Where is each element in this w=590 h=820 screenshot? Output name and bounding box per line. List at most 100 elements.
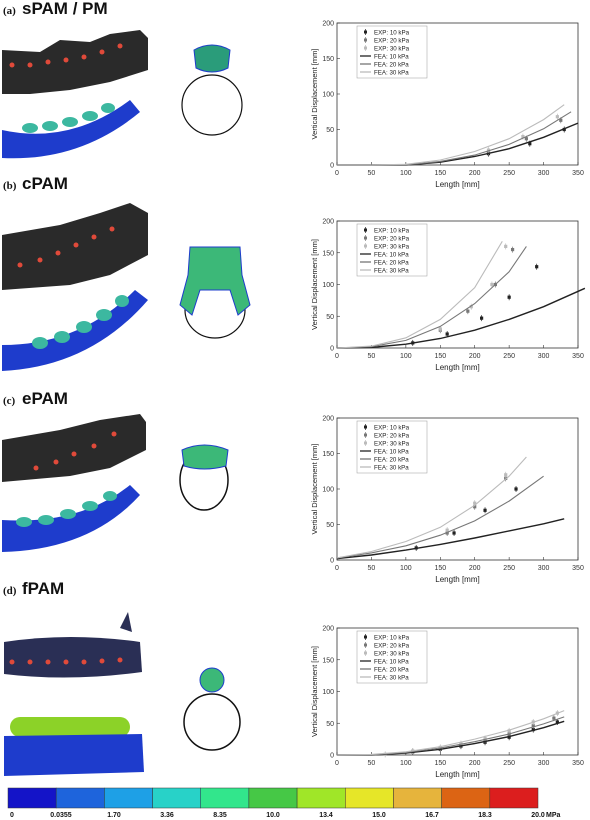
x-tick-label: 150 — [434, 353, 446, 360]
cross-section-ring — [181, 74, 243, 136]
fea-stress-bulges — [32, 295, 129, 349]
y-tick-label: 50 — [326, 314, 334, 321]
panel-tag: (d) — [3, 585, 17, 597]
legend-label: FEA: 10 kPa — [374, 251, 409, 258]
cross-section-chamber — [199, 667, 225, 693]
legend-label: EXP: 10 kPa — [374, 634, 410, 641]
y-tick-label: 50 — [326, 127, 334, 134]
marker-dots — [9, 43, 123, 68]
x-axis-label: Length [mm] — [435, 180, 479, 189]
x-tick-label: 200 — [469, 353, 481, 360]
colorbar-swatch — [248, 787, 298, 809]
legend-label: FEA: 30 kPa — [374, 674, 409, 681]
colorbar-swatch — [441, 787, 491, 809]
data-point — [469, 305, 473, 309]
y-tick-label: 100 — [322, 487, 334, 494]
legend-label: EXP: 30 kPa — [374, 45, 410, 52]
y-axis-label: Vertical Displacement [mm] — [310, 239, 319, 330]
panel-title: ePAM — [22, 389, 68, 408]
x-tick-label: 0 — [335, 353, 339, 360]
y-tick-label: 0 — [330, 753, 334, 760]
y-tick-label: 0 — [330, 346, 334, 353]
panel-c: (c) ePAM 0 50 100 150 200 250 300 350 0 50 100 150 2… — [0, 389, 590, 590]
x-tick-label: 50 — [368, 170, 376, 177]
x-tick-label: 300 — [538, 170, 550, 177]
chart-d: 0 50 100 150 200 250 300 350 0 50 100 150 200 Length … — [310, 626, 584, 780]
x-tick-label: 250 — [503, 760, 515, 767]
legend-label: EXP: 20 kPa — [374, 235, 410, 242]
legend-label: EXP: 30 kPa — [374, 650, 410, 657]
fea-bent-model — [2, 100, 140, 159]
colorbar-swatch — [393, 787, 442, 809]
data-point — [555, 720, 559, 724]
legend-swatch — [364, 228, 367, 232]
colorbar-unit: MPa — [546, 812, 561, 819]
x-tick-label: 300 — [538, 760, 550, 767]
legend-label: EXP: 10 kPa — [374, 227, 410, 234]
colorbar-swatch — [55, 787, 105, 809]
x-axis-label: Length [mm] — [435, 770, 479, 779]
y-tick-label: 0 — [330, 163, 334, 170]
panel-d: (d) fPAM 0 50 100 150 200 250 300 350 0 50 100 150 2… — [0, 579, 590, 780]
legend-swatch — [364, 441, 367, 445]
y-tick-label: 150 — [322, 250, 334, 257]
specimen-illustration — [2, 30, 243, 159]
x-tick-label: 350 — [572, 170, 584, 177]
legend-label: FEA: 30 kPa — [374, 464, 409, 471]
colorbar-swatch — [152, 787, 201, 809]
series-line — [337, 104, 565, 166]
series-line — [336, 246, 527, 349]
series-line — [336, 456, 527, 559]
panel-b: (b) cPAM 0 50 100 150 200 250 300 350 0 50 100 150 2… — [0, 174, 590, 380]
series-line — [336, 710, 565, 756]
data-point — [514, 487, 518, 491]
x-tick-label: 250 — [503, 353, 515, 360]
legend-box — [356, 420, 428, 474]
data-point — [504, 476, 508, 480]
panel-title: sPAM / PM — [22, 0, 108, 18]
legend-box — [356, 25, 428, 79]
fea-bent-model — [4, 734, 144, 776]
marker-dots — [17, 226, 115, 268]
x-tick-label: 100 — [400, 170, 412, 177]
x-tick-label: 350 — [572, 353, 584, 360]
specimen-illustration — [4, 612, 241, 776]
series-line — [336, 287, 586, 349]
legend-swatch — [364, 30, 367, 34]
x-tick-label: 150 — [434, 170, 446, 177]
data-point — [504, 473, 508, 477]
legend-label: EXP: 20 kPa — [374, 37, 410, 44]
legend-swatch — [364, 46, 367, 50]
legend-box — [356, 223, 428, 277]
fea-stress-bulges — [16, 491, 117, 527]
panel-tag: (c) — [3, 395, 16, 407]
legend-label: EXP: 20 kPa — [374, 432, 410, 439]
colorbar-label: 18.3 — [478, 812, 492, 819]
panel-title: cPAM — [22, 174, 68, 193]
data-point — [555, 115, 559, 119]
data-point — [445, 332, 449, 336]
colorbar-swatch — [104, 787, 153, 809]
colorbar-label: 0 — [10, 812, 14, 819]
x-tick-label: 150 — [434, 565, 446, 572]
colorbar-swatch — [7, 787, 57, 809]
data-point — [528, 142, 532, 146]
specimen-illustration — [2, 203, 251, 371]
legend-swatch — [364, 635, 367, 639]
y-tick-label: 0 — [330, 558, 334, 565]
data-point — [486, 148, 491, 152]
x-tick-label: 0 — [335, 170, 339, 177]
data-point — [438, 327, 442, 331]
legend-swatch — [364, 643, 367, 647]
legend-swatch — [364, 425, 367, 429]
data-point — [459, 741, 463, 746]
colorbar-label: 13.4 — [319, 812, 333, 819]
data-point — [438, 745, 442, 749]
x-axis-label: Length [mm] — [435, 363, 479, 372]
actuator-photo — [2, 30, 148, 94]
data-point — [480, 316, 484, 320]
y-axis-label: Vertical Displacement [mm] — [310, 49, 319, 140]
x-tick-label: 200 — [469, 760, 481, 767]
x-tick-label: 0 — [335, 760, 339, 767]
